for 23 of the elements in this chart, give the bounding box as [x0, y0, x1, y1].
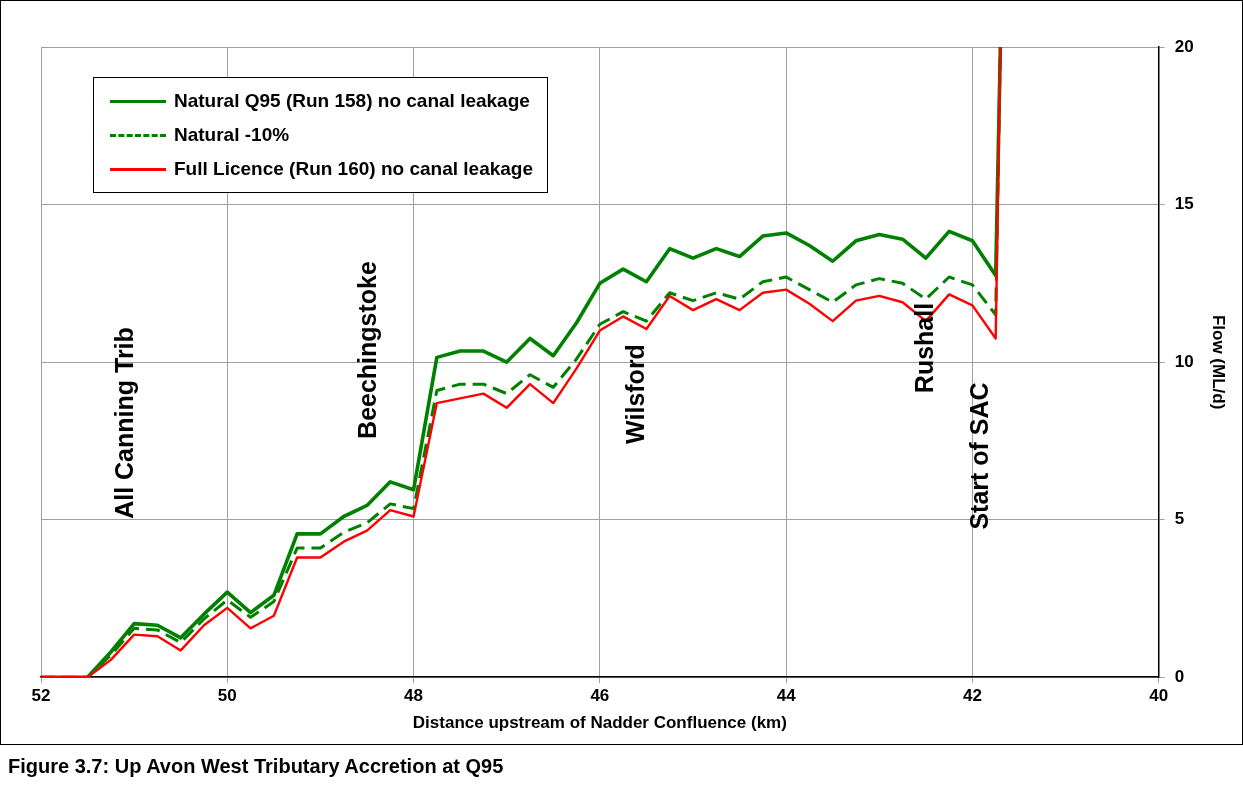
caption: Figure 3.7: Up Avon West Tributary Accretion at Q95 [8, 755, 504, 778]
y-axis-title: Flow (ML/d) [1209, 314, 1229, 410]
legend-label: Natural Q95 (Run 158) no canal leakage [174, 90, 530, 111]
annotation: Wilsford [620, 344, 649, 444]
x-tick-label: 52 [31, 686, 51, 706]
x-tick-label: 50 [217, 686, 237, 706]
legend-label: Full Licence (Run 160) no canal leakage [174, 158, 534, 179]
annotation: All Canning Trib [109, 327, 138, 519]
y-tick-label: 15 [1174, 194, 1194, 214]
x-tick-label: 44 [776, 686, 797, 706]
y-tick-label: 5 [1174, 509, 1185, 529]
y-tick-label: 0 [1174, 666, 1185, 686]
y-tick-label: 10 [1174, 351, 1194, 371]
x-tick-label: 40 [1149, 686, 1169, 706]
x-tick-label: 48 [404, 686, 424, 706]
x-tick-label: 46 [590, 686, 610, 706]
y-tick-label: 20 [1174, 36, 1194, 56]
legend-label: Natural -10% [174, 124, 290, 145]
annotation: Beechingstoke [352, 260, 381, 439]
annotation: Rushall [909, 302, 938, 394]
x-tick-label: 42 [962, 686, 982, 706]
x-axis-title: Distance upstream of Nadder Confluence (km) [412, 713, 787, 733]
annotation: Start of SAC [964, 382, 993, 530]
